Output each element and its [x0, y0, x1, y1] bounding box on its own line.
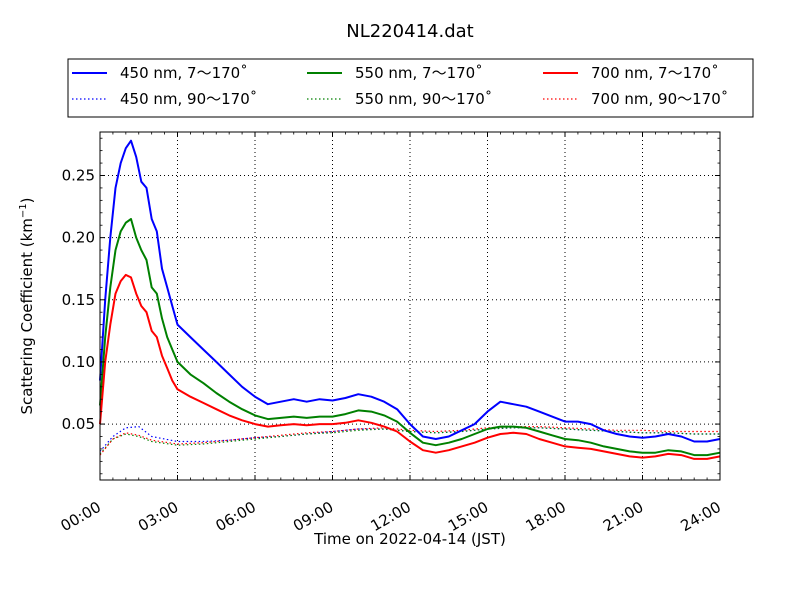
y-tick-label: 0.10 [62, 353, 95, 371]
x-tick-label: 03:00 [135, 498, 181, 535]
legend-frame [67, 58, 754, 118]
y-axis-label-superscript: −1 [18, 203, 29, 218]
legend-label: 550 nm, 7～170˚ [355, 64, 483, 82]
y-axis-label-close: ) [18, 197, 36, 203]
y-tick-label: 0.05 [62, 415, 95, 433]
legend-label: 700 nm, 7～170˚ [591, 64, 719, 82]
grid [100, 132, 720, 480]
legend-label: 450 nm, 90～170˚ [120, 90, 257, 108]
x-axis-label: Time on 2022-04-14 (JST) [313, 530, 506, 548]
series-line-1 [99, 139, 721, 443]
series-line-3 [99, 273, 721, 460]
legend-label: 700 nm, 90～170˚ [591, 90, 728, 108]
x-tick-label: 00:00 [58, 498, 104, 535]
series-layer [99, 139, 721, 460]
legend-label: 550 nm, 90～170˚ [355, 90, 492, 108]
x-tick-label: 21:00 [600, 498, 646, 535]
y-tick-label: 0.15 [62, 291, 95, 309]
y-tick-label: 0.25 [62, 167, 95, 185]
series-line-5 [99, 427, 720, 455]
y-axis-label-text: Scattering Coefficient (km [18, 218, 36, 414]
y-axis-label: Scattering Coefficient (km−1) [18, 197, 36, 414]
series-line-2 [99, 218, 721, 457]
x-tick-label: 18:00 [523, 498, 569, 535]
x-tick-label: 06:00 [213, 498, 259, 535]
y-tick-labels: 0.05 0.10 0.15 0.20 0.25 [62, 167, 95, 434]
x-tick-label: 24:00 [678, 498, 724, 535]
legend-label: 450 nm, 7～170˚ [120, 64, 248, 82]
series-line-4 [99, 426, 720, 452]
chart-title: NL220414.dat [346, 21, 473, 42]
legend: 450 nm, 7～170˚ 550 nm, 7～170˚ 700 nm, 7～17… [67, 58, 754, 118]
ticks [99, 132, 721, 480]
y-tick-label: 0.20 [62, 229, 95, 247]
